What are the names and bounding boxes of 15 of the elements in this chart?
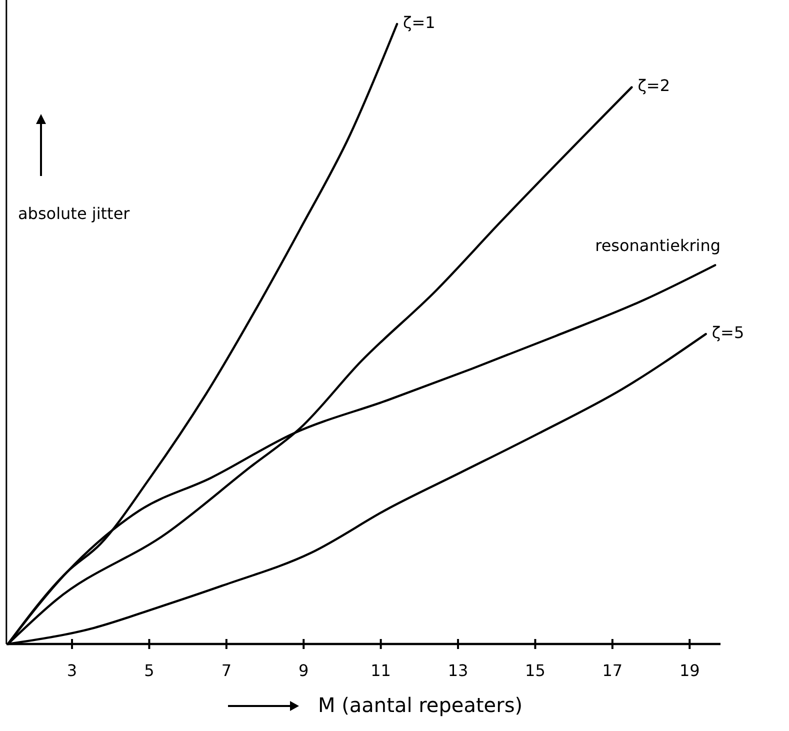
x-axis-title: M (aantal repeaters) [318,693,523,717]
y-axis-title: absolute jitter [18,204,130,223]
series-label: ζ=5 [712,323,744,342]
series-label: ζ=1 [403,13,436,32]
x-tick-label: 5 [144,661,154,680]
x-tick-label: 19 [679,661,700,680]
x-tick-label: 9 [298,661,309,680]
x-tick-label: 3 [66,661,78,680]
x-tick-label: 17 [602,661,623,680]
x-tick-label: 15 [525,661,546,680]
x-tick-label: 11 [370,661,391,680]
x-tick-label: 7 [221,661,232,680]
series-label: ζ=2 [638,76,670,96]
series-label: resonantiekring [595,236,721,256]
x-tick-label: 13 [448,661,468,680]
